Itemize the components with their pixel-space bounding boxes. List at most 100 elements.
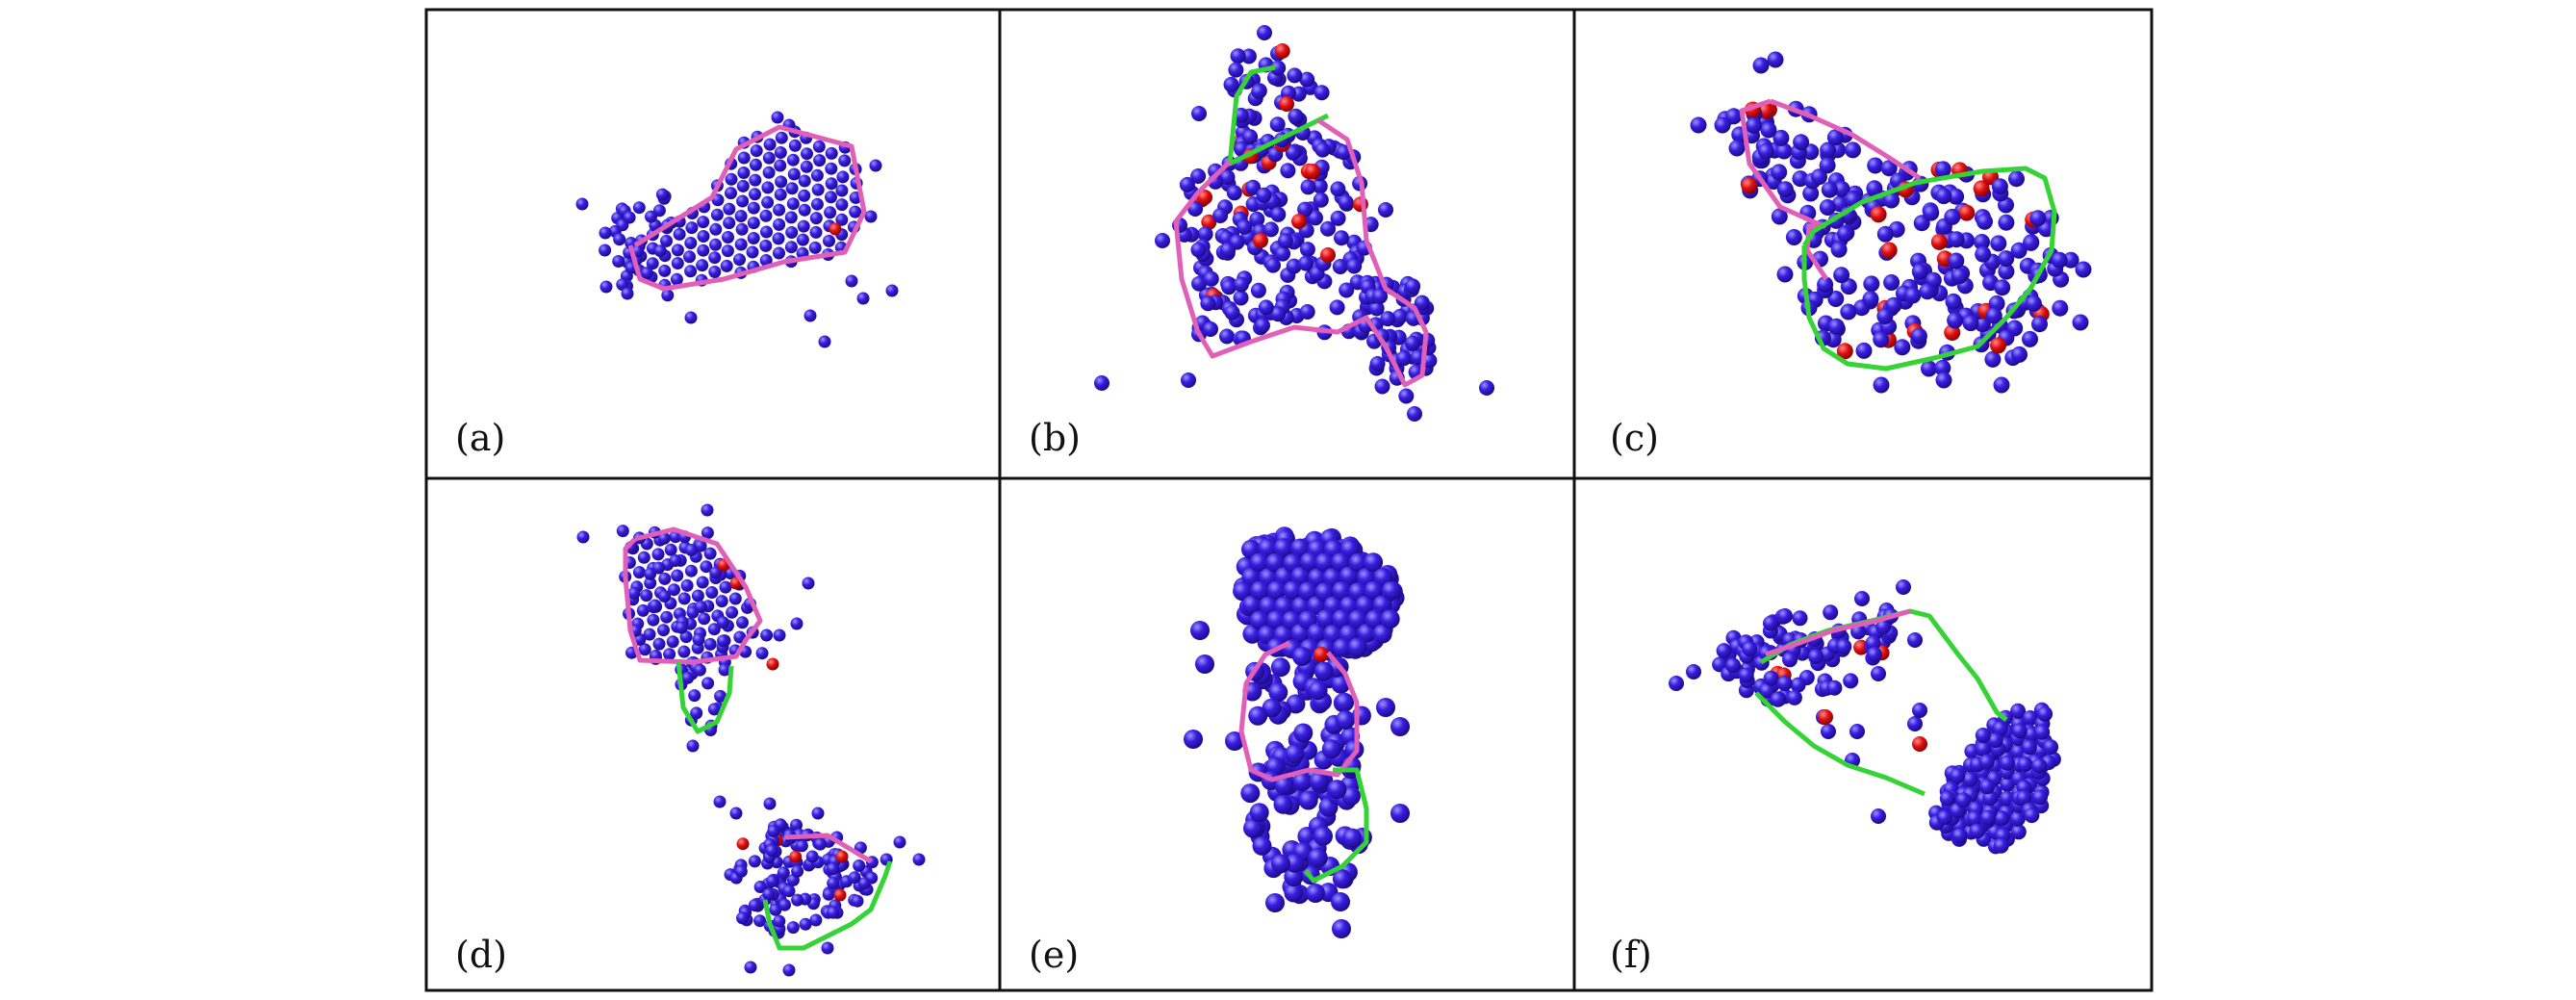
particle [1250, 580, 1270, 601]
particle [1184, 730, 1203, 749]
particle [640, 589, 653, 603]
particle [1314, 661, 1334, 681]
particle [2023, 234, 2039, 251]
particle [1833, 181, 1850, 197]
particle [750, 144, 763, 158]
particle [1725, 657, 1741, 674]
particle [1252, 835, 1272, 856]
boundary-green [1801, 166, 2057, 372]
defect-particle [1305, 164, 1321, 179]
particle [728, 592, 742, 605]
particle [2034, 724, 2051, 740]
particle [1332, 637, 1352, 657]
particle [2029, 210, 2047, 227]
particle [773, 628, 786, 642]
particle [1390, 717, 1410, 736]
particle [1763, 615, 1778, 631]
particle [786, 197, 800, 211]
particle [1332, 609, 1352, 628]
particle [1885, 296, 1902, 314]
particle [1284, 883, 1304, 903]
particle [1179, 176, 1195, 192]
particle [671, 257, 684, 269]
particle [788, 139, 802, 152]
particle [1863, 275, 1880, 293]
particle [655, 188, 669, 201]
particle [1951, 268, 1968, 285]
particle [1937, 809, 1952, 826]
particle [716, 616, 729, 629]
particle [749, 173, 762, 187]
defect-particle [1880, 242, 1898, 259]
particle [1992, 721, 2008, 736]
boundary-green [676, 661, 734, 734]
particle [813, 154, 827, 167]
particle [1757, 142, 1774, 160]
particle [1300, 179, 1316, 195]
particle [767, 824, 780, 837]
particle [636, 603, 650, 617]
particle [649, 599, 662, 612]
particle [825, 191, 837, 204]
particle [653, 244, 667, 258]
particle [1245, 179, 1262, 195]
particle [1948, 252, 1965, 269]
particle [1819, 199, 1836, 216]
particle [747, 217, 760, 230]
particle [769, 903, 782, 916]
particle [1243, 818, 1262, 838]
particle [709, 566, 723, 579]
particle [1776, 676, 1793, 691]
boundary-green [762, 860, 893, 951]
particle [2072, 314, 2089, 331]
particle [1775, 142, 1793, 160]
particle [753, 881, 767, 893]
particle [753, 914, 767, 928]
particle [1190, 168, 1207, 184]
particle [810, 168, 824, 182]
particle [848, 871, 861, 885]
particle [853, 859, 866, 872]
particle [657, 531, 671, 545]
particle [684, 311, 698, 324]
particle [784, 241, 798, 254]
particle [761, 181, 775, 194]
particle [772, 232, 785, 245]
particle [811, 183, 825, 196]
defect-particle [1836, 343, 1853, 360]
particle [1984, 350, 2002, 368]
particle [1230, 48, 1246, 64]
particle [748, 899, 761, 911]
panel-label-e: (e) [1029, 934, 1079, 976]
particle [1398, 388, 1415, 404]
particle [1237, 218, 1253, 235]
particle [1224, 304, 1240, 321]
particle [1313, 192, 1329, 208]
particle [1365, 609, 1385, 629]
defect-particle [1990, 337, 2006, 354]
particle [692, 633, 705, 646]
particle [1298, 255, 1314, 271]
particle [1203, 321, 1218, 337]
particle [683, 250, 696, 264]
particle [1250, 282, 1266, 298]
particle [782, 885, 796, 898]
particle [836, 170, 850, 184]
particle [697, 216, 710, 229]
particle [1716, 643, 1732, 659]
particle [664, 543, 677, 556]
particle [785, 182, 799, 195]
particle [1315, 609, 1336, 628]
particle [1811, 168, 1827, 186]
defect-particle [1320, 247, 1336, 263]
particle [1686, 664, 1701, 679]
particle [1339, 566, 1359, 586]
particle [1993, 376, 2010, 394]
panel-frame [424, 8, 2154, 992]
particle [808, 241, 822, 254]
particle [621, 287, 634, 300]
particle [1405, 335, 1420, 351]
particle [1372, 624, 1392, 644]
particle [1826, 129, 1844, 146]
particle [2011, 346, 2028, 363]
